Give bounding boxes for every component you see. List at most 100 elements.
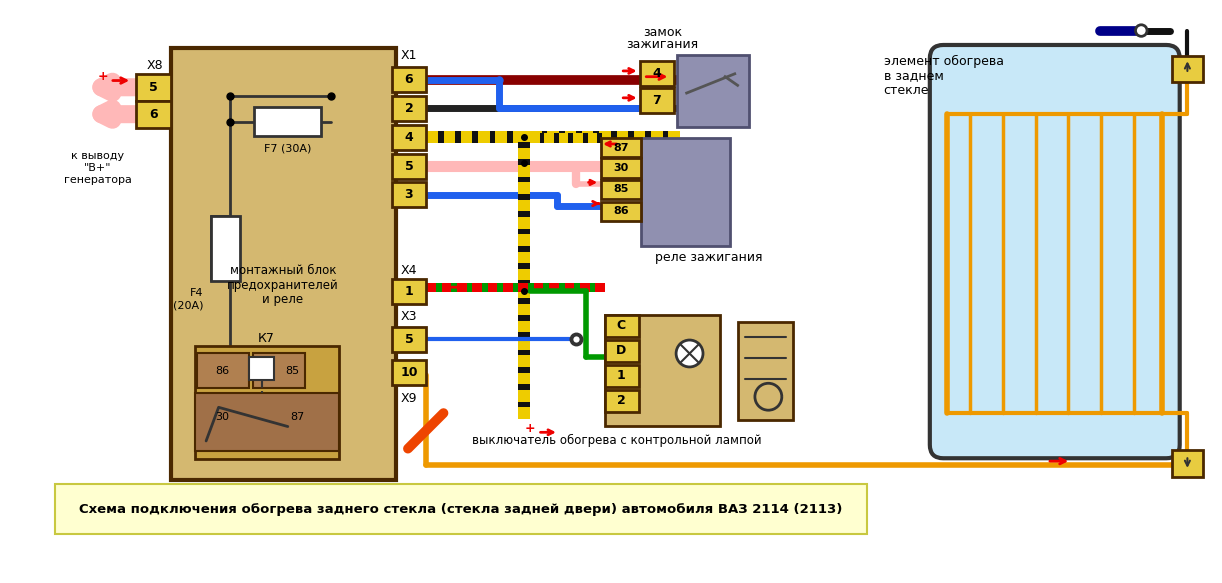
Bar: [605, 315, 639, 337]
Bar: [1172, 55, 1202, 82]
Bar: [478, 131, 490, 143]
Bar: [518, 390, 530, 402]
Bar: [518, 350, 530, 356]
Bar: [518, 234, 530, 246]
Text: в заднем: в заднем: [884, 69, 943, 82]
Text: 5: 5: [404, 160, 413, 173]
Bar: [518, 217, 530, 229]
Bar: [426, 131, 437, 143]
Bar: [518, 402, 530, 408]
Bar: [497, 283, 503, 292]
Bar: [565, 131, 576, 143]
Bar: [518, 194, 530, 200]
Bar: [503, 283, 513, 292]
Text: Схема подключения обогрева заднего стекла (стекла задней двери) автомобиля ВАЗ 2: Схема подключения обогрева заднего стекл…: [79, 503, 842, 516]
Text: 86: 86: [215, 366, 230, 376]
Bar: [518, 211, 530, 217]
Bar: [573, 134, 583, 143]
Bar: [488, 283, 497, 292]
Bar: [617, 131, 628, 143]
Text: К7: К7: [258, 332, 275, 345]
Bar: [595, 283, 605, 292]
Bar: [455, 131, 461, 143]
Text: 4: 4: [404, 131, 413, 144]
Text: 30: 30: [613, 163, 629, 173]
Text: 85: 85: [286, 366, 299, 376]
Text: 30: 30: [215, 412, 230, 422]
Text: 86: 86: [613, 206, 629, 216]
Bar: [677, 55, 749, 127]
Bar: [589, 283, 595, 292]
Bar: [198, 353, 249, 388]
Bar: [518, 246, 530, 252]
Bar: [467, 283, 473, 292]
Bar: [518, 408, 530, 419]
Bar: [574, 283, 580, 292]
Text: 6: 6: [149, 108, 158, 121]
Bar: [481, 283, 488, 292]
Bar: [171, 48, 396, 480]
Bar: [490, 131, 495, 143]
Text: стекле: стекле: [884, 83, 929, 97]
Bar: [545, 134, 554, 143]
Bar: [518, 283, 528, 292]
Bar: [513, 283, 518, 292]
FancyBboxPatch shape: [930, 45, 1179, 458]
Bar: [601, 202, 642, 221]
Text: замок: замок: [643, 26, 682, 39]
Text: зажигания: зажигания: [627, 38, 699, 51]
Bar: [565, 283, 574, 292]
Text: +: +: [524, 422, 535, 435]
Bar: [518, 338, 530, 350]
Bar: [541, 131, 547, 143]
Text: 6: 6: [404, 73, 413, 86]
Bar: [457, 283, 467, 292]
Bar: [518, 315, 530, 321]
Bar: [518, 298, 530, 304]
Text: реле зажигания: реле зажигания: [655, 251, 763, 264]
Text: 3: 3: [404, 188, 413, 201]
Text: F4: F4: [189, 288, 203, 298]
Text: 85: 85: [613, 184, 629, 194]
Bar: [518, 286, 530, 298]
Bar: [473, 283, 481, 292]
Bar: [583, 134, 588, 143]
Bar: [391, 360, 426, 385]
Bar: [451, 283, 457, 292]
Bar: [391, 96, 426, 121]
Bar: [495, 131, 507, 143]
Bar: [194, 393, 338, 451]
Bar: [668, 131, 679, 143]
Bar: [558, 134, 568, 143]
Bar: [518, 367, 530, 373]
Bar: [518, 384, 530, 390]
Text: 87: 87: [613, 143, 629, 153]
Bar: [507, 131, 513, 143]
Bar: [601, 138, 642, 157]
Bar: [1172, 449, 1202, 476]
Bar: [540, 134, 545, 143]
Bar: [136, 101, 171, 128]
Text: выключатель обогрева с контрольной лампой: выключатель обогрева с контрольной лампо…: [472, 434, 761, 448]
Bar: [518, 177, 530, 182]
Text: X1: X1: [401, 49, 417, 62]
Bar: [580, 283, 589, 292]
Bar: [391, 125, 426, 150]
Text: C: C: [617, 319, 626, 332]
Bar: [55, 484, 868, 534]
Bar: [518, 165, 530, 177]
Bar: [530, 134, 540, 143]
Bar: [391, 67, 426, 92]
Circle shape: [1135, 25, 1147, 36]
Bar: [524, 131, 530, 143]
Bar: [568, 134, 573, 143]
Bar: [605, 365, 639, 387]
Bar: [518, 200, 530, 211]
Circle shape: [676, 340, 703, 367]
Bar: [738, 322, 793, 420]
Bar: [576, 131, 582, 143]
Bar: [436, 283, 441, 292]
Bar: [651, 131, 662, 143]
Bar: [599, 131, 611, 143]
Bar: [558, 131, 565, 143]
